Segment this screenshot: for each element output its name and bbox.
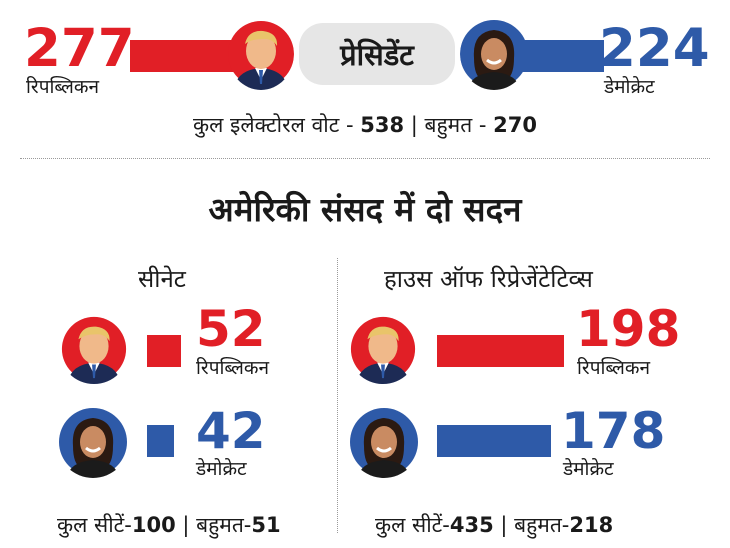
president-democrat-value: 224 xyxy=(599,18,710,79)
house-total-label: कुल सीटें- xyxy=(375,513,450,537)
house-republican-label: रिपब्लिकन xyxy=(577,357,651,379)
senate-total-label: कुल सीटें- xyxy=(57,513,132,537)
president-pill: प्रेसिडेंट xyxy=(299,23,455,85)
senate-majority-value: 51 xyxy=(251,513,281,537)
house-trump-avatar xyxy=(348,314,418,384)
senate-separator: | xyxy=(182,513,190,537)
senate-title: सीनेट xyxy=(138,265,186,293)
president-totals: कुल इलेक्टोरल वोट - 538 | बहुमत - 270 xyxy=(0,111,730,139)
house-democrat-label: डेमोक्रेट xyxy=(563,458,614,480)
senate-harris-avatar xyxy=(57,406,129,478)
president-democrat-label: डेमोक्रेट xyxy=(604,76,655,98)
harris-avatar xyxy=(460,18,528,90)
senate-democrat-value: 42 xyxy=(196,402,266,460)
house-majority-value: 218 xyxy=(569,513,614,537)
house-majority-label: बहुमत- xyxy=(514,513,570,537)
president-republican-label: रिपब्लिकन xyxy=(26,76,100,98)
senate-majority-label: बहुमत- xyxy=(196,513,252,537)
president-total-label: कुल इलेक्टोरल वोट - xyxy=(193,113,354,137)
president-majority-label: बहुमत - xyxy=(424,113,487,137)
house-totals: कुल सीटें-435 | बहुमत-218 xyxy=(375,511,613,539)
president-majority-value: 270 xyxy=(493,113,537,137)
house-harris-avatar xyxy=(348,406,420,478)
senate-democrat-bar xyxy=(147,425,175,457)
senate-trump-avatar xyxy=(59,314,129,384)
house-democrat-bar xyxy=(437,425,551,457)
president-democrat-bar xyxy=(515,40,604,72)
trump-avatar xyxy=(228,18,294,90)
senate-totals: कुल सीटें-100 | बहुमत-51 xyxy=(57,511,281,539)
congress-heading: अमेरिकी संसद में दो सदन xyxy=(208,190,522,229)
house-total-value: 435 xyxy=(449,513,494,537)
column-divider xyxy=(337,258,338,533)
president-separator: | xyxy=(410,113,418,137)
senate-democrat-label: डेमोक्रेट xyxy=(196,458,247,480)
house-title: हाउस ऑफ रिप्रेजेंटेटिव्स xyxy=(384,265,593,293)
president-republican-bar xyxy=(130,40,240,72)
section-divider xyxy=(20,158,710,159)
house-separator: | xyxy=(500,513,508,537)
president-republican-value: 277 xyxy=(24,18,135,79)
house-republican-bar xyxy=(437,335,564,367)
house-democrat-value: 178 xyxy=(561,402,666,460)
house-republican-value: 198 xyxy=(576,300,681,358)
senate-republican-value: 52 xyxy=(196,300,266,358)
president-title: प्रेसिडेंट xyxy=(340,37,414,72)
senate-total-value: 100 xyxy=(131,513,176,537)
senate-republican-bar xyxy=(147,335,181,367)
senate-republican-label: रिपब्लिकन xyxy=(196,357,270,379)
president-total-value: 538 xyxy=(360,113,405,137)
